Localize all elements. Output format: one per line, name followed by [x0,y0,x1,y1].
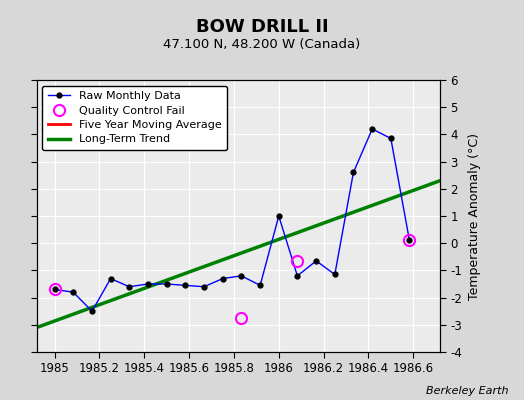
Y-axis label: Temperature Anomaly (°C): Temperature Anomaly (°C) [468,132,481,300]
Line: Raw Monthly Data: Raw Monthly Data [52,126,412,314]
Raw Monthly Data [145,282,151,286]
Raw Monthly Data [51,287,58,292]
Quality Control Fail [294,258,301,263]
Text: 47.100 N, 48.200 W (Canada): 47.100 N, 48.200 W (Canada) [163,38,361,51]
Text: Berkeley Earth: Berkeley Earth [426,386,508,396]
Raw Monthly Data [313,258,319,263]
Raw Monthly Data [332,272,338,277]
Raw Monthly Data [369,126,375,131]
Legend: Raw Monthly Data, Quality Control Fail, Five Year Moving Average, Long-Term Tren: Raw Monthly Data, Quality Control Fail, … [42,86,227,150]
Raw Monthly Data [89,309,95,314]
Raw Monthly Data [107,276,114,281]
Raw Monthly Data [163,282,170,286]
Raw Monthly Data [276,214,282,218]
Raw Monthly Data [406,238,412,243]
Quality Control Fail [238,316,245,320]
Raw Monthly Data [388,136,394,141]
Raw Monthly Data [238,274,245,278]
Raw Monthly Data [182,283,189,288]
Line: Quality Control Fail: Quality Control Fail [49,235,415,324]
Raw Monthly Data [70,290,77,294]
Raw Monthly Data [257,283,263,288]
Quality Control Fail [406,238,412,243]
Raw Monthly Data [201,284,208,289]
Quality Control Fail [51,287,58,292]
Raw Monthly Data [126,284,133,289]
Raw Monthly Data [350,170,356,175]
Text: BOW DRILL II: BOW DRILL II [195,18,329,36]
Raw Monthly Data [220,276,226,281]
Raw Monthly Data [294,274,301,278]
